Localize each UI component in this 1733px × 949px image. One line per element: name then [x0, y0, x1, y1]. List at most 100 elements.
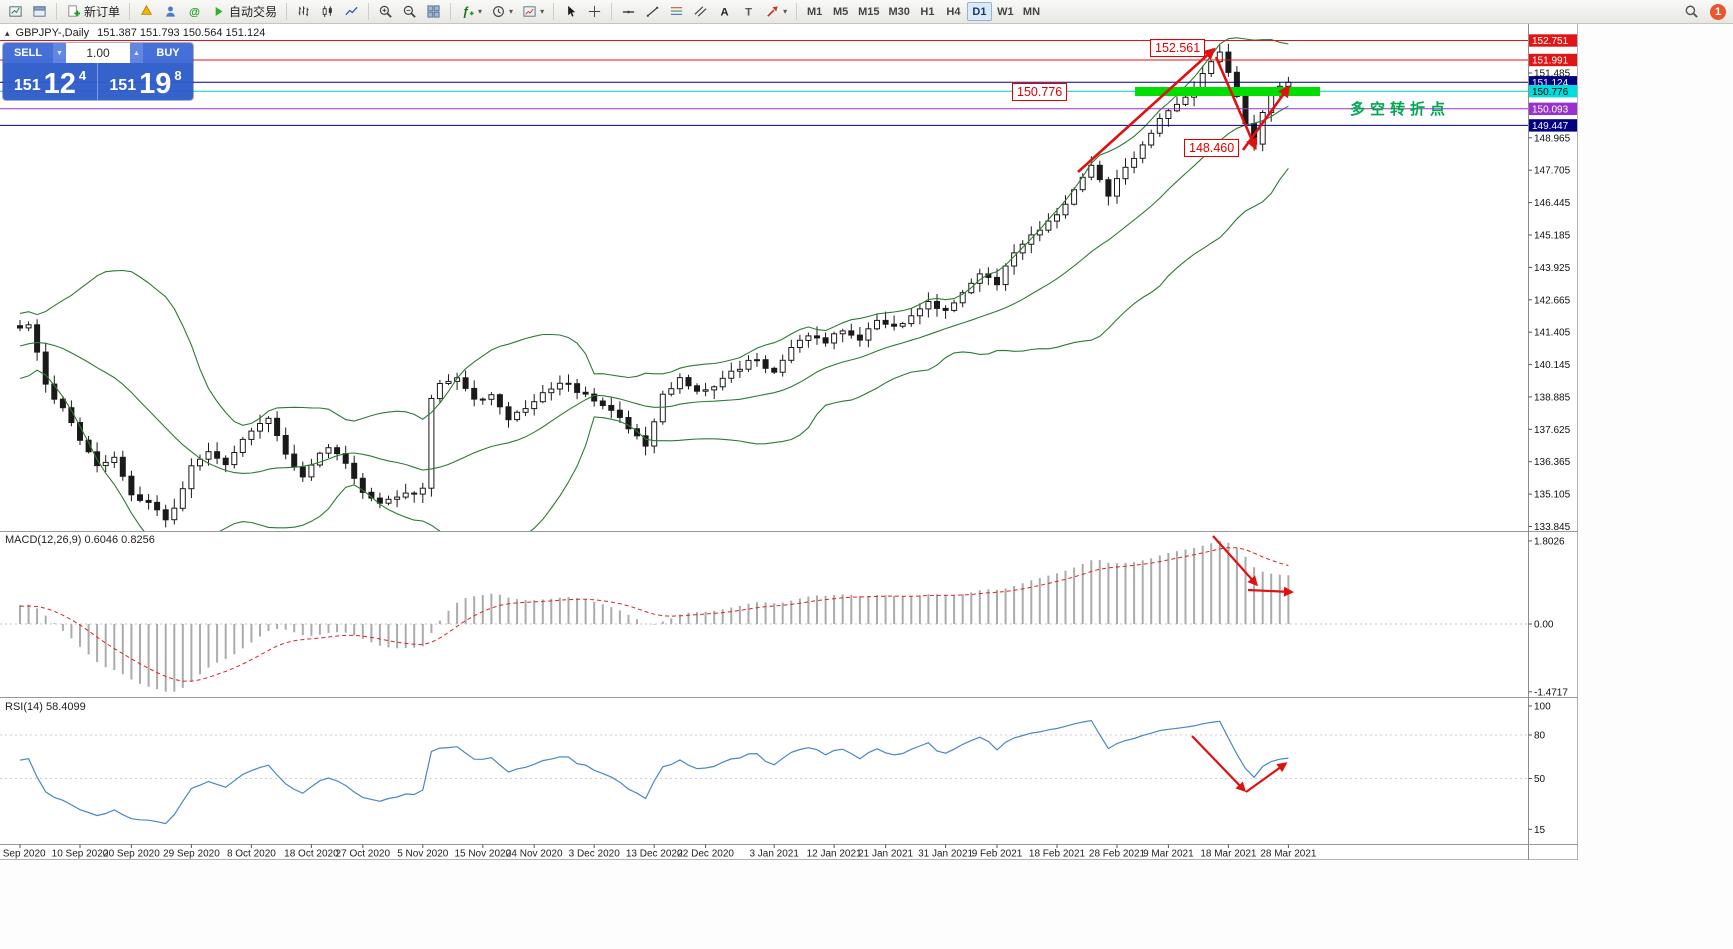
line-chart-mode-button[interactable] [340, 1, 363, 22]
chart-canvas[interactable]: 151.485 148.965 147.705 146.445 145.185 143.9… [0, 24, 1578, 860]
date-label: 18 Mar 2021 [1200, 849, 1257, 860]
main-toolbar: 新订单 @ 自动交易 ƒ ▾ ▾ ▾ A T ▾ M1 M5 M15 M30 H1 H4 D1 W1 MN 1 [0, 0, 1733, 24]
timeframe-h4-button[interactable]: H4 [941, 2, 966, 21]
timeframe-m5-button[interactable]: M5 [828, 2, 853, 21]
timeframe-d1-button[interactable]: D1 [966, 2, 992, 21]
date-label: 27 Oct 2020 [336, 849, 391, 860]
bollinger-upper-band [19, 37, 1289, 426]
price-tag-value: 149.447 [1532, 121, 1569, 132]
buy-button[interactable]: BUY [143, 43, 193, 63]
toolbar-separator [129, 3, 131, 20]
timeframe-w1-button[interactable]: W1 [993, 2, 1018, 21]
equidistant-channel-tool-button[interactable] [689, 1, 712, 22]
price-scale[interactable]: 151.485 148.965 147.705 146.445 145.185 143.9… [1528, 34, 1578, 836]
crosshair-tool-button[interactable] [583, 1, 606, 22]
rsi-arrow[interactable] [1191, 735, 1247, 793]
rsi-scale-label: 50 [1534, 774, 1546, 785]
support-zone-bar[interactable] [1135, 87, 1320, 96]
macd-arrow[interactable] [1212, 535, 1259, 587]
cursor-tool-button[interactable] [559, 1, 582, 22]
timeframe-m15-button[interactable]: M15 [854, 2, 883, 21]
volume-input[interactable] [66, 43, 130, 63]
sell-price-base: 151 [13, 77, 41, 94]
zoom-out-button[interactable] [398, 1, 421, 22]
window-layout-icon [32, 4, 47, 19]
arrows-tool-button[interactable]: ▾ [761, 1, 791, 22]
macd-scale-label: 0.00 [1534, 620, 1554, 631]
price-scale-label: 133.845 [1534, 522, 1571, 533]
trendline-tool-button[interactable] [641, 1, 664, 22]
price-scale-label: 140.145 [1534, 360, 1571, 371]
mql5-signals-button[interactable]: @ [183, 1, 206, 22]
rsi-scale-label: 15 [1534, 825, 1546, 836]
sell-price-pips: 12 [43, 68, 76, 100]
fibonacci-tool-button[interactable] [665, 1, 688, 22]
textA-icon: A [717, 4, 732, 19]
zoom-in-button[interactable] [374, 1, 397, 22]
hline-icon [621, 4, 636, 19]
candlestick-mode-button[interactable] [316, 1, 339, 22]
price-scale-label: 136.365 [1534, 457, 1571, 468]
macd-signal-line [19, 547, 1289, 682]
trend-arrow[interactable] [1241, 85, 1291, 151]
macd-panel[interactable] [0, 535, 1528, 692]
sell-price-display[interactable]: 151 12 4 [3, 63, 98, 100]
notification-badge[interactable]: 1 [1710, 3, 1726, 20]
date-label: 24 Nov 2020 [506, 849, 563, 860]
price-callout-mid[interactable]: 150.776 [1012, 83, 1068, 101]
timeframe-mn-button[interactable]: MN [1019, 2, 1044, 21]
channel-icon [693, 4, 708, 19]
date-label: 9 Feb 2021 [972, 849, 1023, 860]
toolbar-separator [450, 3, 452, 20]
svg-text:@: @ [189, 6, 200, 18]
price-tag-value: 151.124 [1532, 78, 1569, 89]
price-tag-value: 150.093 [1532, 104, 1569, 115]
timeframe-m30-button[interactable]: M30 [885, 2, 914, 21]
autotrading-button[interactable]: 自动交易 [207, 1, 281, 22]
profiles-button[interactable] [28, 1, 51, 22]
macd-arrow[interactable] [1247, 586, 1295, 597]
turning-point-label[interactable]: 多空转折点 [1350, 101, 1451, 118]
indicators-list-button[interactable]: ƒ ▾ [456, 1, 486, 22]
periods-menu-button[interactable]: ▾ [487, 1, 517, 22]
bollinger-middle-band [19, 105, 1289, 474]
tile-icon [426, 4, 441, 19]
bars-icon [296, 4, 311, 19]
timeframe-h1-button[interactable]: H1 [915, 2, 940, 21]
date-label: 28 Feb 2021 [1089, 849, 1146, 860]
trend-arrow[interactable] [1214, 56, 1258, 151]
volume-decrease-button[interactable]: ▼ [53, 43, 66, 63]
date-label: 18 Feb 2021 [1029, 849, 1086, 860]
trend-arrow[interactable] [1077, 47, 1216, 173]
template-icon [522, 4, 537, 19]
text-tool-button[interactable]: A [713, 1, 736, 22]
volume-increase-button[interactable]: ▲ [130, 43, 143, 63]
alerts-button[interactable] [135, 1, 158, 22]
chart-window-icon [8, 4, 23, 19]
buy-price-display[interactable]: 151 19 8 [98, 63, 193, 100]
buy-price-base: 151 [109, 77, 137, 94]
community-button[interactable] [159, 1, 182, 22]
price-tag [1529, 34, 1577, 47]
rsi-arrow[interactable] [1245, 762, 1288, 793]
horizontal-line-tool-button[interactable] [617, 1, 640, 22]
price-callout-high[interactable]: 152.561 [1150, 39, 1206, 57]
price-scale-label: 148.965 [1534, 133, 1571, 144]
svg-text:A: A [721, 7, 729, 19]
tile-windows-button[interactable] [422, 1, 445, 22]
date-label: 21 Jan 2021 [858, 849, 913, 860]
sell-button[interactable]: SELL [3, 43, 53, 63]
timeframe-m1-button[interactable]: M1 [802, 2, 827, 21]
templates-menu-button[interactable]: ▾ [518, 1, 548, 22]
panel-separators[interactable] [0, 24, 1578, 860]
new-chart-button[interactable] [4, 1, 27, 22]
oct-toggle-icon[interactable]: ▴ [5, 27, 10, 38]
bar-chart-mode-button[interactable] [292, 1, 315, 22]
new-order-button[interactable]: 新订单 [62, 1, 124, 22]
price-callout-low[interactable]: 148.460 [1184, 139, 1240, 157]
search-button[interactable] [1680, 1, 1703, 22]
label-tool-button[interactable]: T [737, 1, 760, 22]
rsi-panel[interactable] [0, 719, 1528, 825]
main-price-panel[interactable] [0, 37, 1528, 565]
